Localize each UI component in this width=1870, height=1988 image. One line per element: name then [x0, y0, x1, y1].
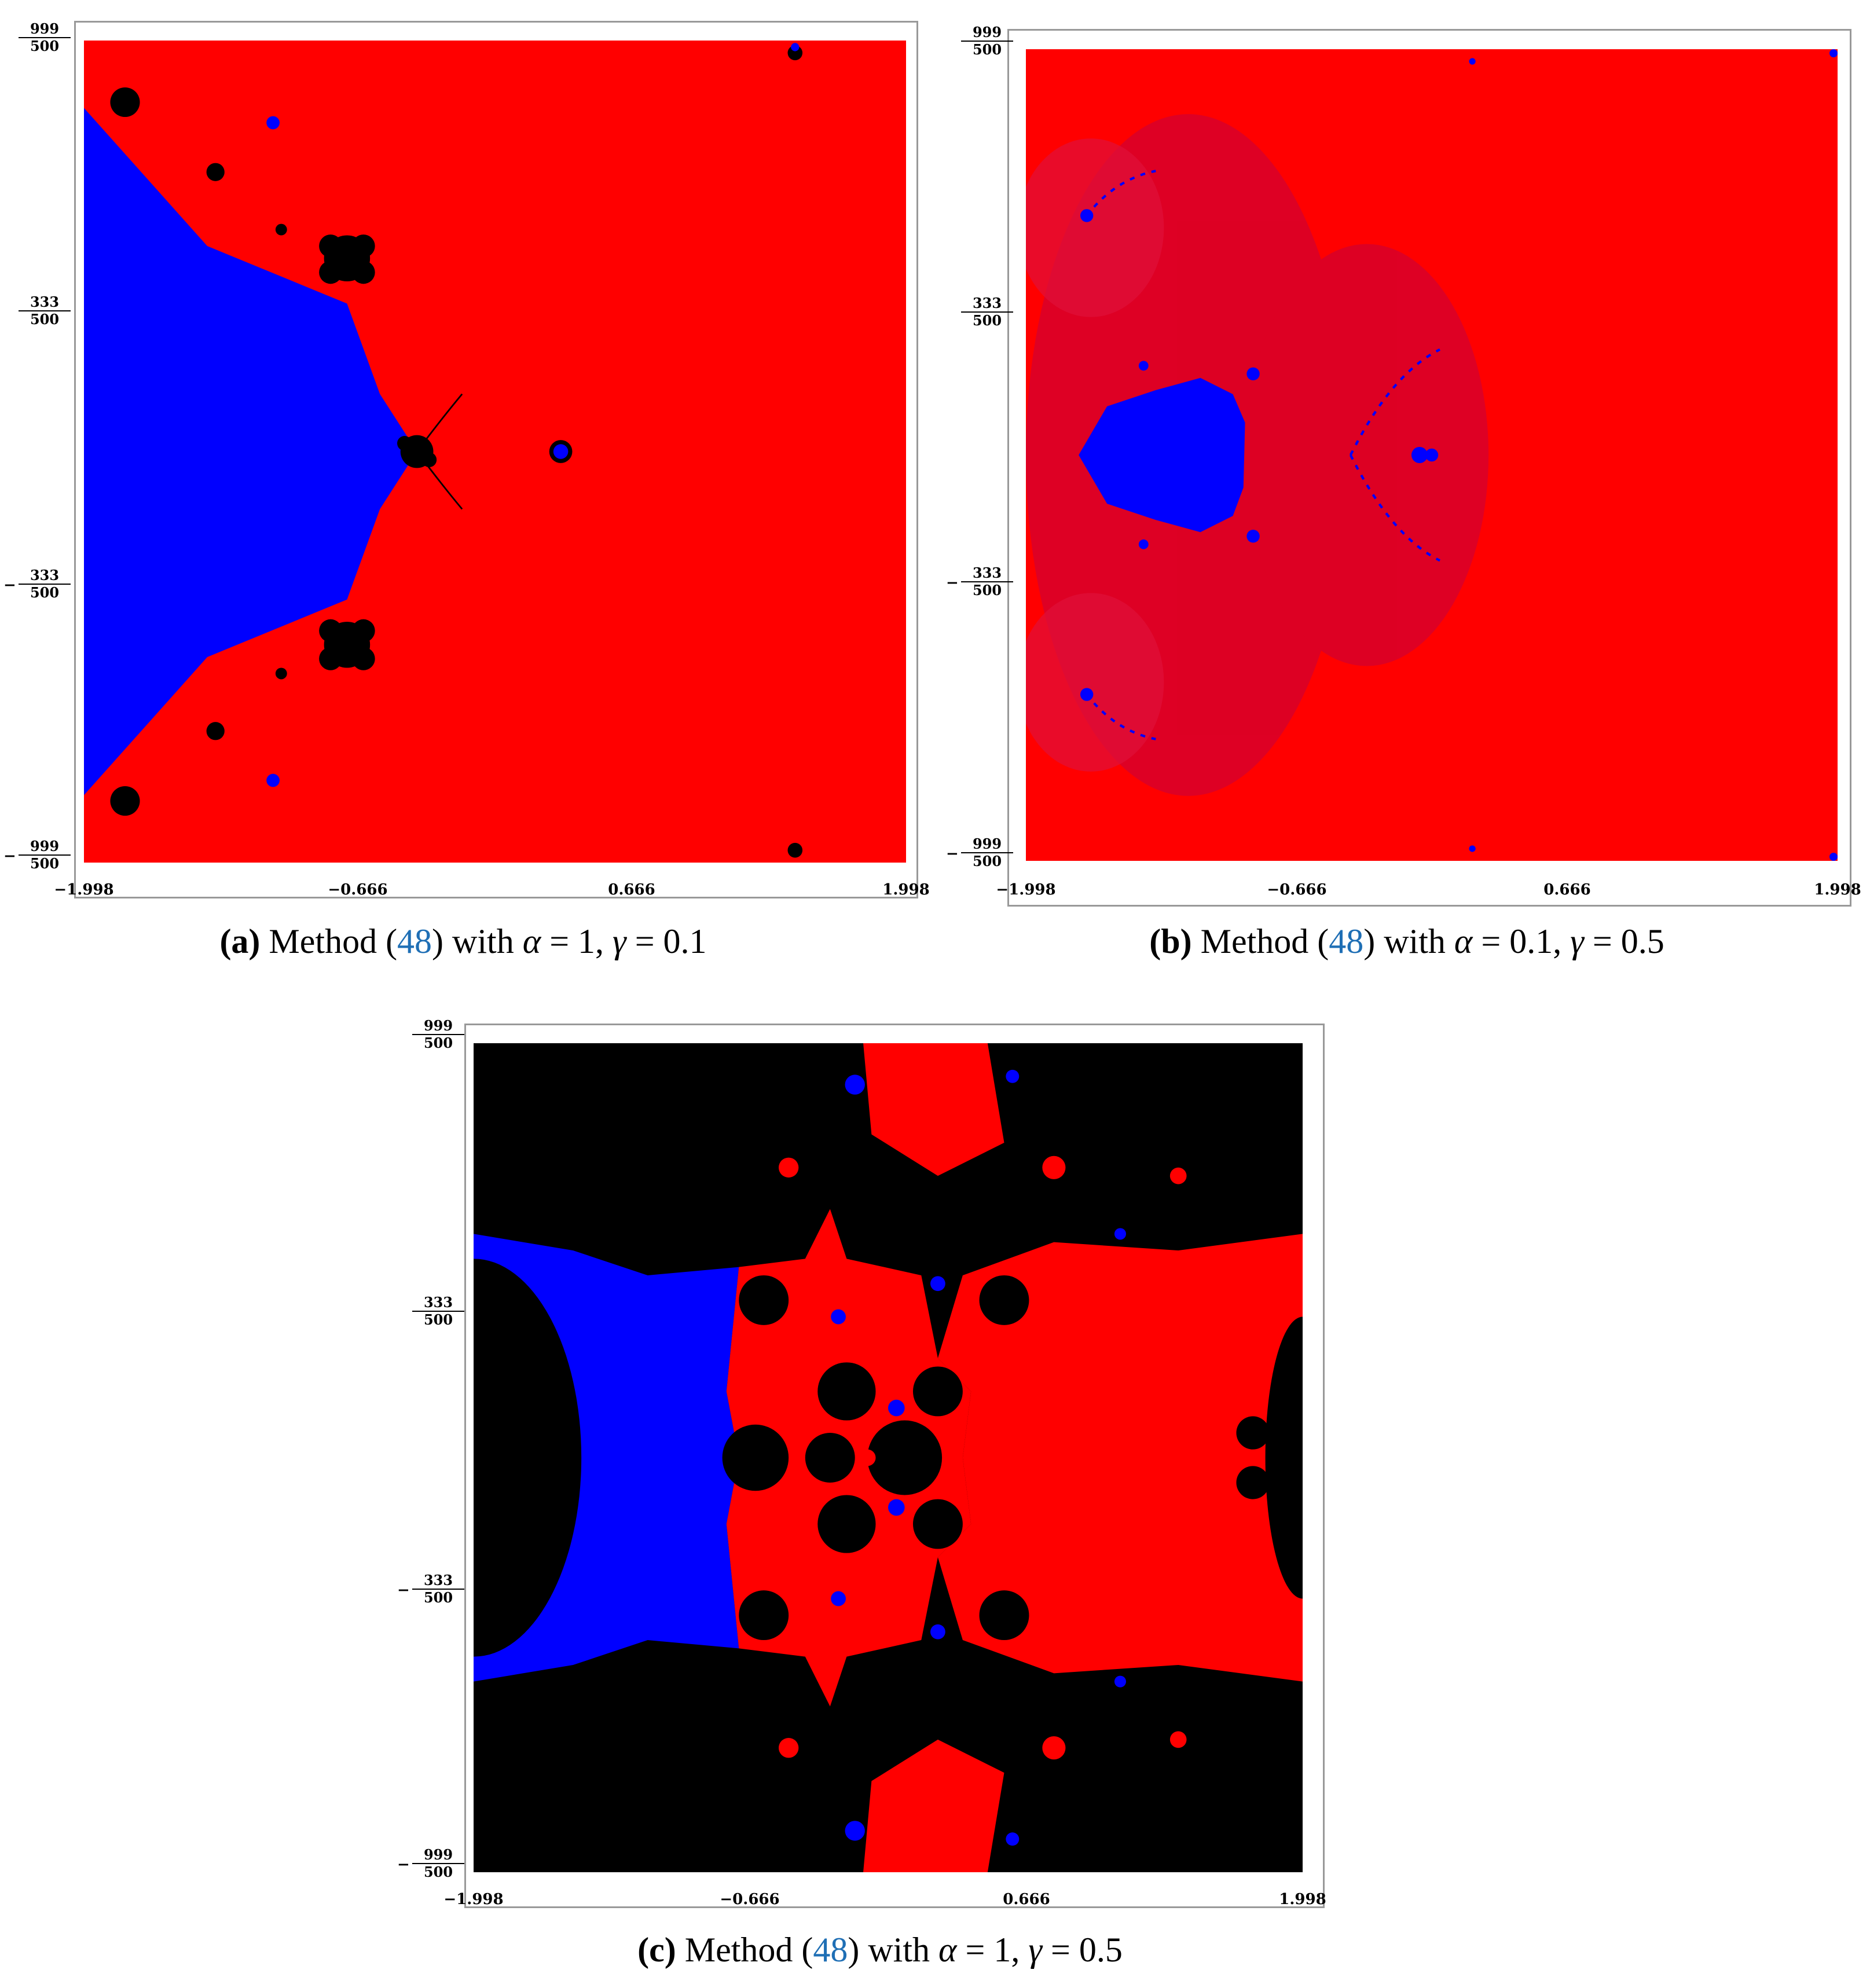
panel-c-ytick-3: −333 500: [397, 1573, 464, 1605]
panel-a-basin-plot: [84, 41, 906, 863]
caption-label: (b): [1149, 922, 1192, 960]
panel-c-ytick-2: 333 500: [412, 1296, 464, 1327]
equation-ref-link[interactable]: 48: [397, 922, 432, 960]
root1-islands: [1080, 49, 1838, 861]
panel-b-xtick-3: 0.666: [1543, 881, 1591, 898]
panel-b-basin-plot: [1026, 49, 1838, 861]
julia-set-blobs: [110, 45, 803, 858]
root2-bottom: [863, 1739, 1004, 1872]
panel-b-ytick-3: −333 500: [946, 566, 1013, 597]
julia-set-blobs: [722, 1109, 1270, 1806]
panel-c-xtick-2: −0.666: [720, 1891, 780, 1908]
black-left-bulb: [474, 1259, 582, 1657]
panel-b-xtick-4: 1.998: [1814, 881, 1861, 898]
caption-label: (a): [219, 922, 261, 960]
panel-c-xtick-4: 1.998: [1279, 1891, 1326, 1908]
panel-a-ytick-3: −333 500: [3, 568, 71, 600]
panel-a-ytick-4: −999 500: [3, 839, 71, 871]
panel-b-xtick-2: −0.666: [1267, 881, 1327, 898]
root1-basin: [84, 108, 417, 795]
panel-a-ytick-1: 999 500: [19, 22, 71, 53]
panel-a-xtick-4: 1.998: [882, 881, 930, 898]
panel-c-ytick-1: 999 500: [412, 1019, 464, 1050]
filament-arcs: [1086, 170, 1440, 740]
panel-b-caption: (b) Method (48) with α = 0.1, γ = 0.5: [1149, 922, 1664, 960]
filament: [416, 393, 463, 510]
panel-b-ytick-2: 333 500: [961, 296, 1013, 328]
panel-c-ytick-4: −999 500: [397, 1848, 464, 1879]
equation-ref-link[interactable]: 48: [813, 1931, 848, 1969]
black-right-bulb: [1265, 1316, 1303, 1599]
panel-b-ytick-1: 999 500: [961, 25, 1013, 57]
panel-b-ytick-4: −999 500: [946, 837, 1013, 868]
root2-top: [863, 1043, 1004, 1176]
equation-ref-link[interactable]: 48: [1329, 922, 1364, 960]
red-speckles: [778, 1156, 1187, 1760]
root1-islands: [831, 1069, 1126, 1846]
panel-a-xtick-3: 0.666: [608, 881, 655, 898]
root2-basin-right: [937, 1234, 1303, 1682]
panel-a-ytick-2: 333 500: [19, 295, 71, 327]
root1-basin: [1079, 377, 1245, 533]
panel-b-xtick-1: −1.998: [996, 881, 1056, 898]
panel-a-xtick-2: −0.666: [328, 881, 388, 898]
panel-c-xtick-3: 0.666: [1003, 1891, 1050, 1908]
speckled-region-light: [1026, 138, 1164, 772]
panel-c-basin-plot: [474, 1043, 1303, 1872]
panel-c-xtick-1: −1.998: [443, 1891, 504, 1908]
caption-label: (c): [637, 1931, 676, 1969]
root1-islands: [266, 43, 800, 787]
panel-c-caption: (c) Method (48) with α = 1, γ = 0.5: [637, 1931, 1123, 1969]
panel-a-xtick-1: −1.998: [54, 881, 114, 898]
panel-a-caption: (a) Method (48) with α = 1, γ = 0.1: [219, 922, 707, 960]
